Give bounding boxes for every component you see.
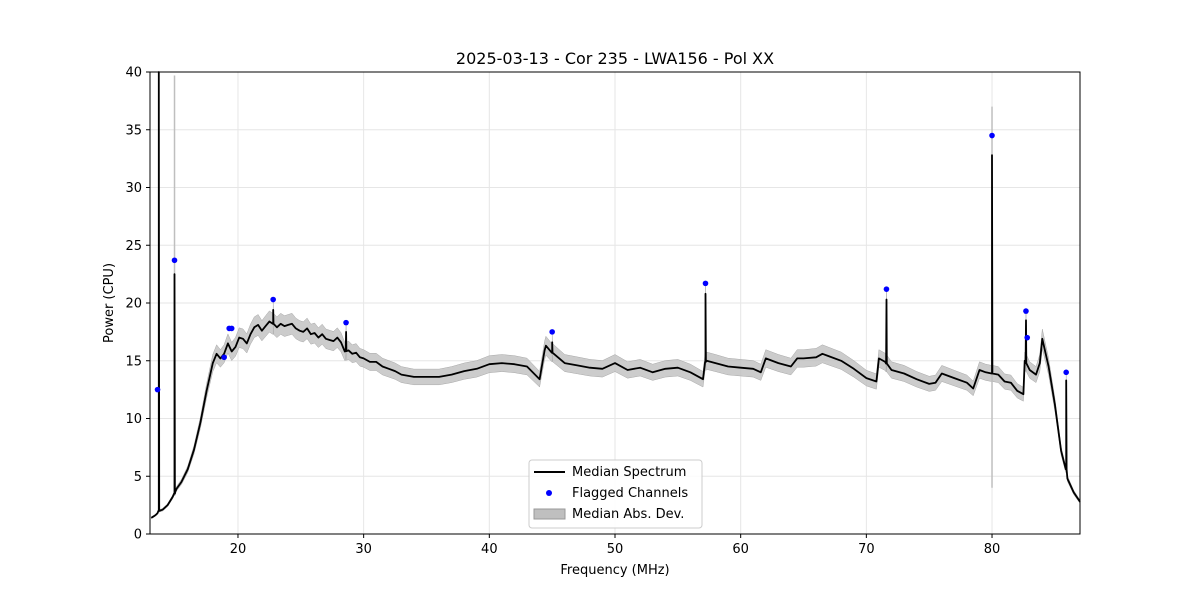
- median-line-layer: [150, 71, 1081, 519]
- flagged-channel-point: [154, 386, 161, 393]
- y-tick-label: 10: [125, 412, 142, 427]
- flagged-channel-point: [1063, 369, 1069, 376]
- legend-entry-median: Median Spectrum: [572, 465, 686, 480]
- x-tick-label: 70: [858, 542, 875, 557]
- chart-title: 2025-03-13 - Cor 235 - LWA156 - Pol XX: [456, 49, 774, 68]
- legend: Median Spectrum Flagged Channels Median …: [528, 459, 703, 529]
- x-tick-label: 60: [732, 542, 749, 557]
- flagged-channel-point: [1023, 308, 1029, 314]
- x-tick-label: 80: [984, 542, 1001, 557]
- y-tick-label: 0: [134, 528, 142, 543]
- flagged-channel-point: [270, 296, 276, 303]
- median-spectrum-line: [150, 71, 1081, 519]
- flagged-channel-point: [549, 329, 555, 335]
- x-tick-label: 30: [355, 542, 372, 557]
- y-tick-label: 5: [134, 470, 142, 485]
- flagged-channel-point: [221, 354, 227, 361]
- flagged-points-layer: [154, 132, 1069, 393]
- flagged-channel-point: [343, 319, 349, 326]
- x-tick-label: 50: [607, 542, 624, 557]
- flagged-channel-point: [989, 132, 995, 139]
- x-tick-label: 20: [230, 542, 247, 557]
- legend-flagged-swatch: [546, 490, 552, 496]
- y-axis-label: Power (CPU): [102, 263, 117, 343]
- x-tick-label: 40: [481, 542, 498, 557]
- legend-mad-swatch: [533, 508, 566, 520]
- axis-ticks: 20 30 40 50 60 70 80 0 5 10 15 20 25 30 35 40: [125, 66, 1000, 558]
- flagged-channel-point: [883, 286, 890, 292]
- y-tick-label: 20: [125, 297, 142, 312]
- y-tick-label: 25: [125, 239, 142, 254]
- flagged-channel-point: [1024, 334, 1031, 341]
- y-tick-label: 15: [125, 354, 142, 369]
- x-axis-label: Frequency (MHz): [560, 563, 669, 578]
- y-tick-label: 35: [125, 123, 142, 138]
- flagged-channel-point: [228, 325, 235, 332]
- y-tick-label: 30: [125, 181, 142, 196]
- legend-box: [528, 459, 703, 529]
- flagged-channel-point: [171, 257, 178, 264]
- flagged-channel-point: [702, 280, 709, 287]
- y-tick-label: 40: [125, 66, 142, 81]
- legend-entry-flagged: Flagged Channels: [572, 486, 688, 501]
- legend-entry-mad: Median Abs. Dev.: [572, 507, 684, 522]
